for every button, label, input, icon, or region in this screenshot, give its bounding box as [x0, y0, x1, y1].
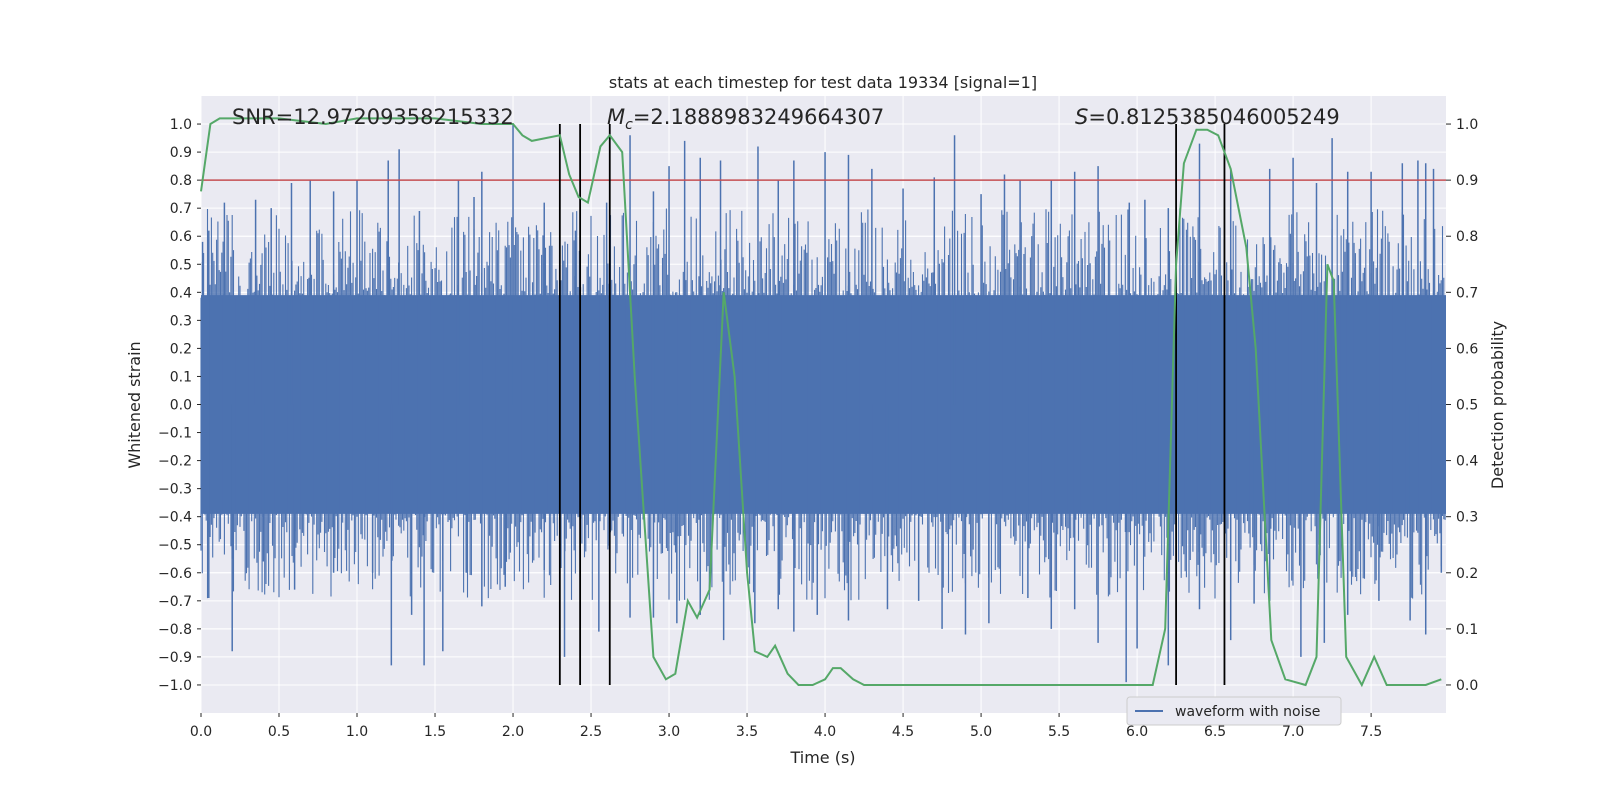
y-right-axis-label: Detection probability	[1488, 321, 1507, 489]
x-tick-label: 2.5	[580, 724, 602, 740]
y-left-tick-label: −0.9	[158, 650, 192, 666]
y-left-tick-label: 0.2	[170, 341, 192, 357]
y-right-tick-label: 0.1	[1456, 622, 1478, 638]
y-right-tick-label: 0.3	[1456, 510, 1478, 526]
y-right-tick-label: 0.8	[1456, 229, 1478, 245]
x-tick-label: 6.0	[1126, 724, 1148, 740]
chart-title: stats at each timestep for test data 193…	[609, 73, 1037, 92]
y-right-tick-label: 0.4	[1456, 454, 1478, 470]
chirp-mass-annotation: Mc=2.1888983249664307	[607, 105, 884, 133]
y-left-tick-label: 0.0	[170, 398, 192, 414]
y-left-tick-label: −0.2	[158, 454, 192, 470]
x-tick-label: 4.5	[892, 724, 914, 740]
x-tick-label: 4.0	[814, 724, 836, 740]
x-tick-label: 1.0	[346, 724, 368, 740]
y-right-tick-label: 0.0	[1456, 678, 1478, 694]
legend: waveform with noise	[1126, 696, 1342, 726]
x-tick-label: 2.0	[502, 724, 524, 740]
waveform-series	[200, 124, 1446, 683]
y-right-tick-label: 0.2	[1456, 566, 1478, 582]
y-left-tick-label: −0.5	[158, 538, 192, 554]
y-left-tick-label: −0.6	[158, 566, 192, 582]
y-left-tick-label: −1.0	[158, 678, 192, 694]
y-right-tick-label: 0.5	[1456, 398, 1478, 414]
y-left-tick-label: −0.4	[158, 510, 192, 526]
y-left-tick-label: 0.4	[170, 285, 192, 301]
y-left-tick-label: 0.7	[170, 201, 192, 217]
x-axis-label: Time (s)	[789, 748, 855, 767]
x-tick-label: 0.5	[268, 724, 290, 740]
y-left-axis-ticks: −1.0 −0.9 −0.8 −0.7 −0.6 −0.5 −0.4 −0.3 −0.2 −0.1…	[158, 117, 201, 694]
y-right-tick-label: 0.6	[1456, 341, 1478, 357]
legend-label: waveform with noise	[1175, 704, 1320, 720]
y-left-tick-label: 0.8	[170, 173, 192, 189]
x-tick-label: 3.5	[736, 724, 758, 740]
y-left-tick-label: 0.3	[170, 313, 192, 329]
y-left-axis-label: Whitened strain	[125, 341, 144, 468]
x-tick-label: 7.0	[1282, 724, 1304, 740]
y-left-tick-label: −0.3	[158, 482, 192, 498]
x-tick-label: 5.0	[970, 724, 992, 740]
y-left-tick-label: 0.1	[170, 369, 192, 385]
y-left-tick-label: 1.0	[170, 117, 192, 133]
x-tick-label: 0.0	[190, 724, 212, 740]
legend-box	[1126, 696, 1342, 726]
x-tick-label: 5.5	[1048, 724, 1070, 740]
y-right-axis-ticks: 0.0 0.1 0.2 0.3 0.4 0.5 0.6 0.7 0.8 0.9 1.0	[1446, 117, 1478, 694]
x-tick-label: 6.5	[1204, 724, 1226, 740]
vertical-markers	[558, 124, 1226, 685]
y-left-tick-label: 0.9	[170, 145, 192, 161]
y-left-tick-label: −0.8	[158, 622, 192, 638]
snr-annotation: SNR=12.97209358215332	[232, 105, 514, 129]
waveform-noise-path	[200, 208, 1446, 601]
probability-series	[200, 117, 1442, 688]
x-axis-ticks: 0.0 0.5 1.0 1.5 2.0 2.5 3.0 3.5 4.0 4.5 5.0 5.5 6.0 6…	[190, 713, 1382, 740]
x-tick-label: 7.5	[1360, 724, 1382, 740]
y-right-tick-label: 0.9	[1456, 173, 1478, 189]
x-tick-label: 3.0	[658, 724, 680, 740]
y-left-tick-label: −0.7	[158, 594, 192, 610]
y-right-tick-label: 1.0	[1456, 117, 1478, 133]
s-annotation: S=0.8125385046005249	[1075, 105, 1340, 129]
probability-line	[200, 117, 1442, 688]
y-right-tick-label: 0.7	[1456, 285, 1478, 301]
y-left-tick-label: 0.6	[170, 229, 192, 245]
y-left-tick-label: 0.5	[170, 257, 192, 273]
x-tick-label: 1.5	[424, 724, 446, 740]
y-left-tick-label: −0.1	[158, 426, 192, 442]
